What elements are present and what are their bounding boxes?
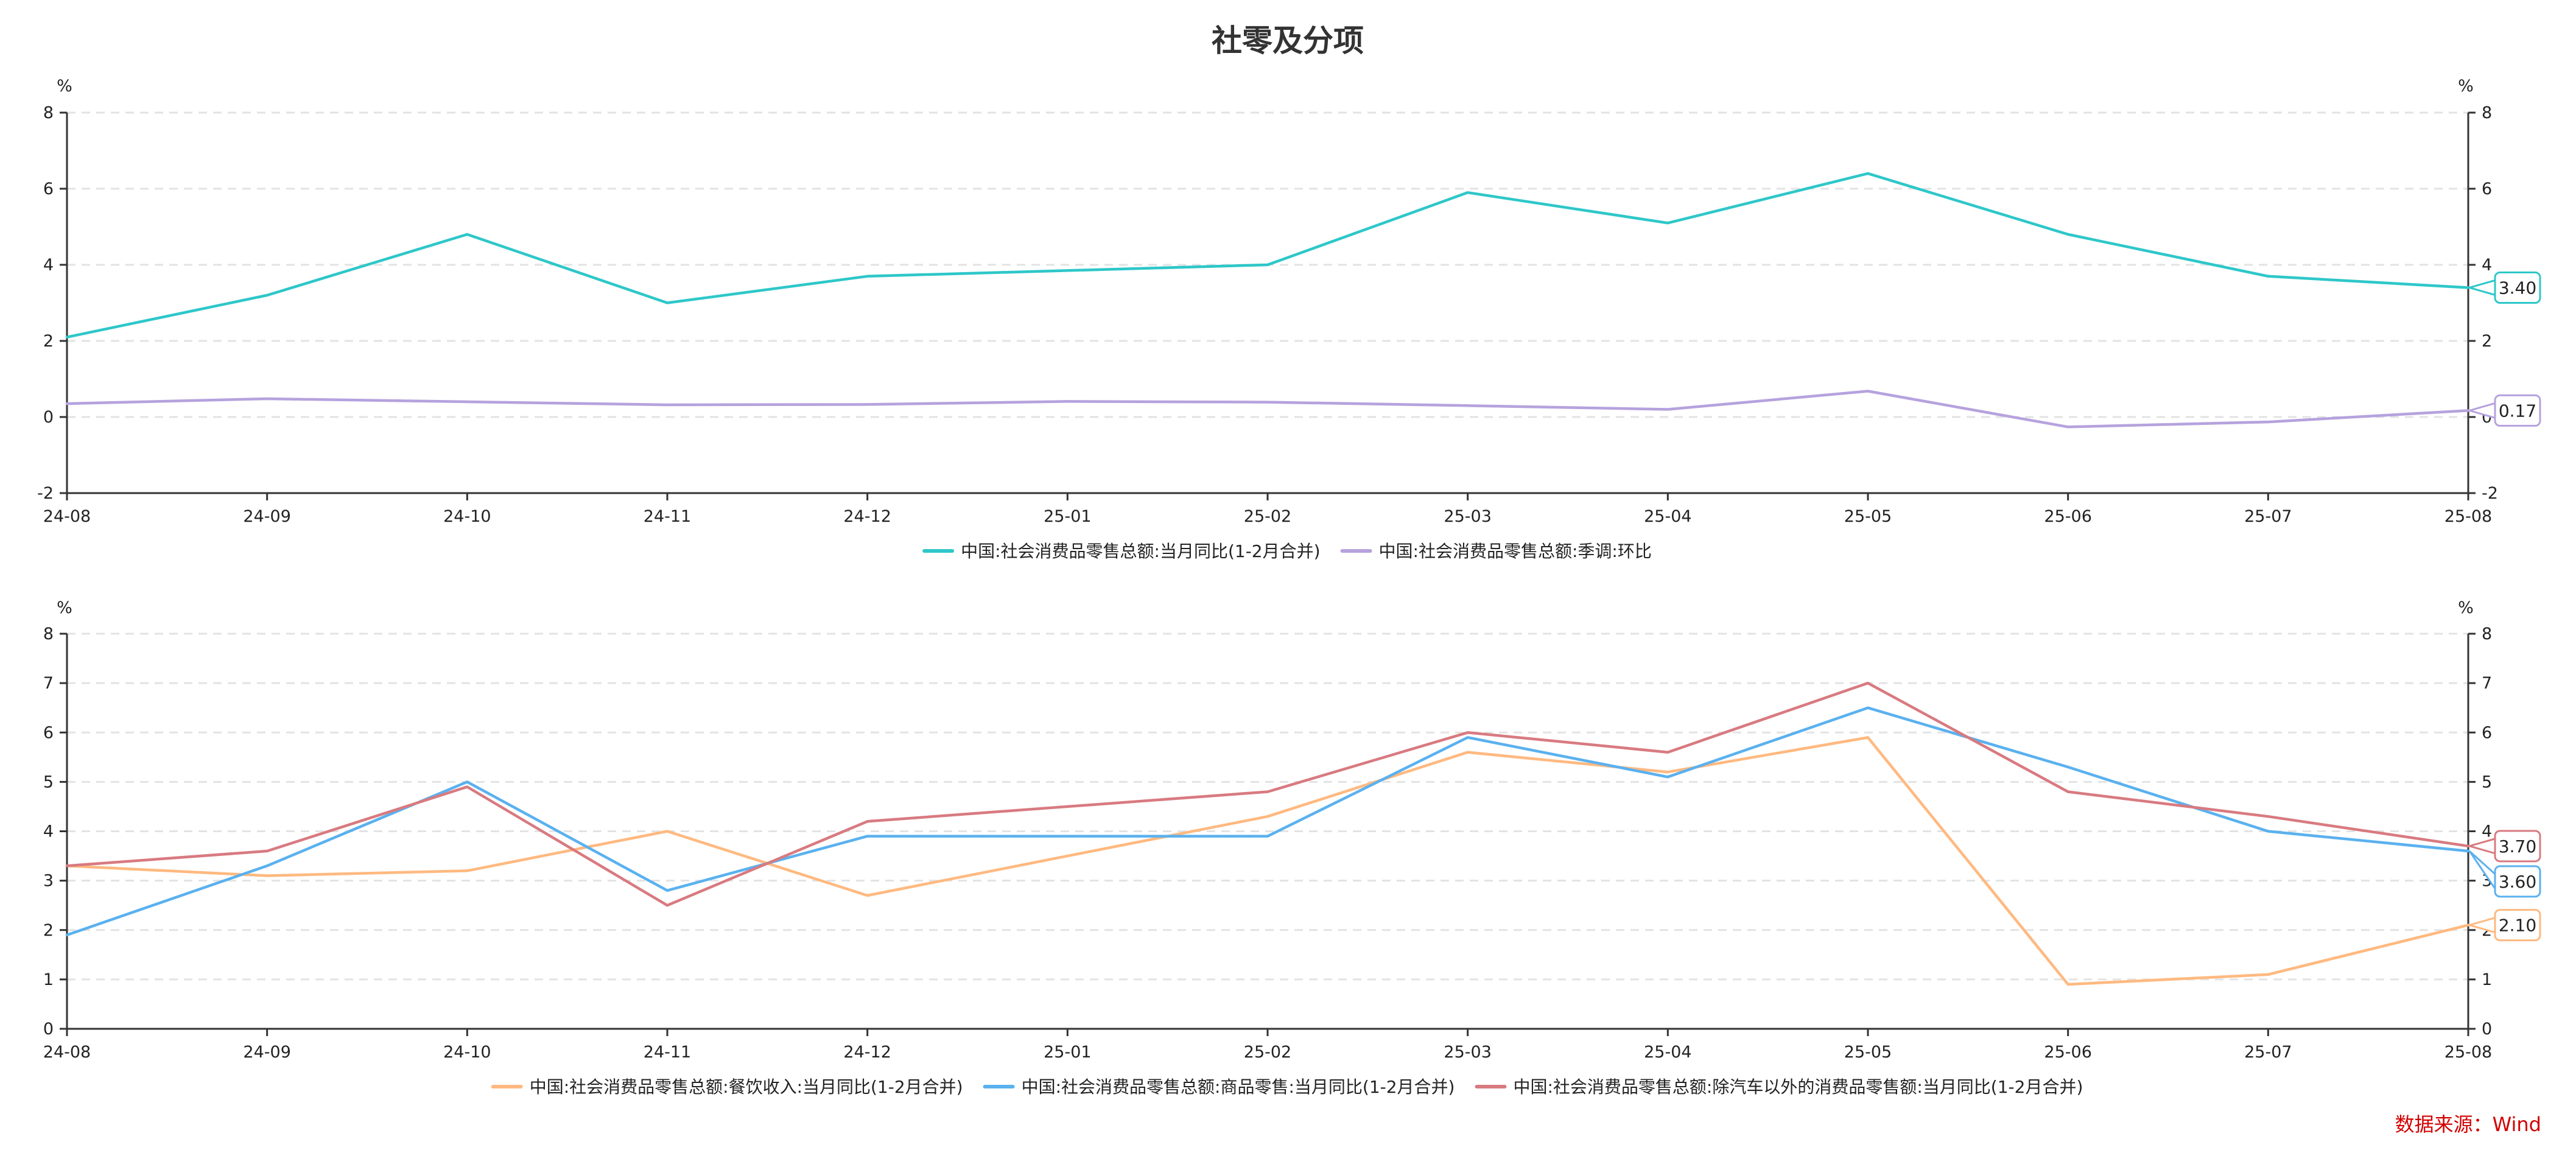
bottom-x-tick-label: 25-06: [2044, 1043, 2091, 1062]
bottom-unit-left: %: [57, 598, 72, 617]
top-end-value-box: [2494, 272, 2541, 304]
bottom-legend-label: 中国:社会消费品零售总额:商品零售:当月同比(1-2月合并): [1022, 1077, 1455, 1097]
bottom-panel-retail-breakdown: %%00112233445566778824-0824-0924-1024-11…: [43, 598, 2541, 1097]
bottom-x-tick-label: 25-03: [1444, 1043, 1491, 1062]
bottom-legend-item-2[interactable]: 中国:社会消费品零售总额:商品零售:当月同比(1-2月合并): [983, 1077, 1455, 1097]
top-x-tick-label: 25-06: [2044, 507, 2091, 526]
bottom-x-tick-label: 24-08: [43, 1043, 91, 1062]
top-end-value-box: [2494, 394, 2541, 427]
bottom-y-tick-label-right: 6: [2482, 723, 2492, 742]
top-y-tick-label-left: 2: [43, 332, 54, 351]
bottom-y-tick-label-left: 7: [43, 674, 54, 693]
top-legend-label: 中国:社会消费品零售总额:季调:环比: [1379, 541, 1652, 561]
bottom-x-tick-label: 25-04: [1644, 1043, 1691, 1062]
bottom-x-tick-label: 24-12: [843, 1043, 891, 1062]
bottom-y-tick-label-right: 5: [2482, 773, 2492, 791]
top-legend-item-2[interactable]: 中国:社会消费品零售总额:季调:环比: [1340, 541, 1652, 561]
top-x-tick-label: 25-02: [1244, 507, 1291, 526]
bottom-x-tick-label: 24-09: [243, 1043, 290, 1062]
top-x-tick-label: 25-03: [1444, 507, 1491, 526]
bottom-y-tick-label-right: 1: [2482, 970, 2492, 989]
top-x-tick-label: 24-12: [843, 507, 891, 526]
top-end-value-label: 0.17: [2466, 394, 2541, 427]
top-y-tick-label-right: 6: [2482, 180, 2492, 198]
bottom-y-tick-label-left: 5: [43, 773, 54, 791]
bottom-y-tick-label-right: 8: [2482, 625, 2492, 643]
top-panel-retail-sales: % %-2 -20 02 24 46 68 824-08 24-09 24-10 24-11 24-1…: [37, 77, 2541, 561]
top-y-tick-label-right: -2: [2482, 484, 2498, 503]
bottom-end-value-text: 3.70: [2499, 836, 2536, 857]
bottom-y-tick-label-right: 0: [2482, 1020, 2492, 1039]
bottom-legend-label: 中国:社会消费品零售总额:除汽车以外的消费品零售额:当月同比(1-2月合并): [1513, 1077, 2083, 1097]
bottom-y-tick-label-left: 8: [43, 625, 54, 643]
bottom-end-value-box: [2494, 865, 2541, 898]
data-source-note: 数据来源：Wind: [2395, 1113, 2541, 1136]
top-y-tick-label-right: 4: [2482, 256, 2492, 275]
bottom-y-tick-label-right: 4: [2482, 822, 2492, 841]
bottom-legend-label: 中国:社会消费品零售总额:餐饮收入:当月同比(1-2月合并): [530, 1077, 963, 1097]
top-legend-label: 中国:社会消费品零售总额:当月同比(1-2月合并): [961, 541, 1320, 561]
bottom-end-value-text: 2.10: [2499, 916, 2536, 936]
bottom-series-line-2: [65, 706, 2470, 937]
top-y-tick-label-left: -2: [37, 484, 54, 503]
bottom-y-tick-label-left: 6: [43, 723, 54, 742]
bottom-x-tick-label: 24-10: [443, 1043, 491, 1062]
top-end-value-label: 3.40: [2466, 272, 2541, 304]
top-unit-left: %: [57, 77, 72, 96]
bottom-x-tick-label: 25-05: [1844, 1043, 1892, 1062]
top-y-tick-label-left: 4: [43, 256, 54, 275]
bottom-x-tick-label: 25-02: [1244, 1043, 1291, 1062]
top-x-tick-label: 25-08: [2444, 507, 2492, 526]
bottom-x-tick-label: 25-01: [1044, 1043, 1091, 1062]
bottom-legend[interactable]: 中国:社会消费品零售总额:餐饮收入:当月同比(1-2月合并) 中国:社会消费品零售…: [491, 1077, 2083, 1097]
bottom-x-tick-label: 25-07: [2244, 1043, 2292, 1062]
top-y-tick-label-right: 8: [2482, 103, 2492, 122]
bottom-y-tick-label-left: 1: [43, 970, 54, 989]
bottom-y-tick-label-left: 0: [43, 1020, 54, 1039]
bottom-end-value-label: 3.60: [2468, 850, 2541, 898]
top-x-tick-label: 24-08: [43, 507, 91, 526]
bottom-legend-item-1[interactable]: 中国:社会消费品零售总额:餐饮收入:当月同比(1-2月合并): [491, 1077, 963, 1097]
bottom-unit-right: %: [2458, 598, 2474, 617]
bottom-series-line-3: [65, 681, 2470, 907]
top-legend[interactable]: 中国:社会消费品零售总额:当月同比(1-2月合并) 中国:社会消费品零售总额:季调…: [922, 541, 1652, 561]
bottom-end-value-text: 3.60: [2499, 872, 2536, 892]
top-unit-right: %: [2458, 77, 2474, 96]
bottom-legend-item-3[interactable]: 中国:社会消费品零售总额:除汽车以外的消费品零售额:当月同比(1-2月合并): [1475, 1077, 2083, 1097]
bottom-y-tick-label-left: 4: [43, 822, 54, 841]
top-y-tick-label-left: 0: [43, 408, 54, 427]
top-end-value-text: 0.17: [2499, 401, 2536, 421]
top-series-line-2: [65, 390, 2470, 429]
top-end-value-text: 3.40: [2499, 278, 2536, 298]
top-y-tick-label-right: 2: [2482, 332, 2492, 351]
top-y-tick-label-left: 6: [43, 180, 54, 198]
top-x-tick-label: 24-10: [443, 507, 491, 526]
bottom-end-value-box: [2494, 909, 2541, 942]
top-x-tick-label: 24-11: [644, 507, 691, 526]
chart-title: 社零及分项: [1212, 23, 1364, 58]
top-x-tick-label: 24-09: [243, 507, 290, 526]
bottom-y-tick-label-left: 2: [43, 921, 54, 940]
bottom-series-line-1: [65, 736, 2470, 986]
bottom-x-tick-label: 25-08: [2444, 1043, 2492, 1062]
top-y-tick-label-left: 8: [43, 103, 54, 122]
top-x-tick-label: 25-01: [1044, 507, 1091, 526]
top-x-tick-label: 25-07: [2244, 507, 2292, 526]
bottom-end-value-box: [2494, 830, 2541, 863]
bottom-y-tick-label-right: 7: [2482, 674, 2492, 693]
bottom-end-value-label: 2.10: [2466, 909, 2541, 942]
top-series-line-1: [65, 172, 2470, 339]
top-legend-item-1[interactable]: 中国:社会消费品零售总额:当月同比(1-2月合并): [922, 541, 1321, 561]
bottom-end-value-label: 3.70: [2466, 830, 2541, 863]
bottom-y-tick-label-left: 3: [43, 872, 54, 891]
top-x-tick-label: 25-05: [1844, 507, 1892, 526]
bottom-x-tick-label: 24-11: [644, 1043, 691, 1062]
top-x-tick-label: 25-04: [1644, 507, 1691, 526]
